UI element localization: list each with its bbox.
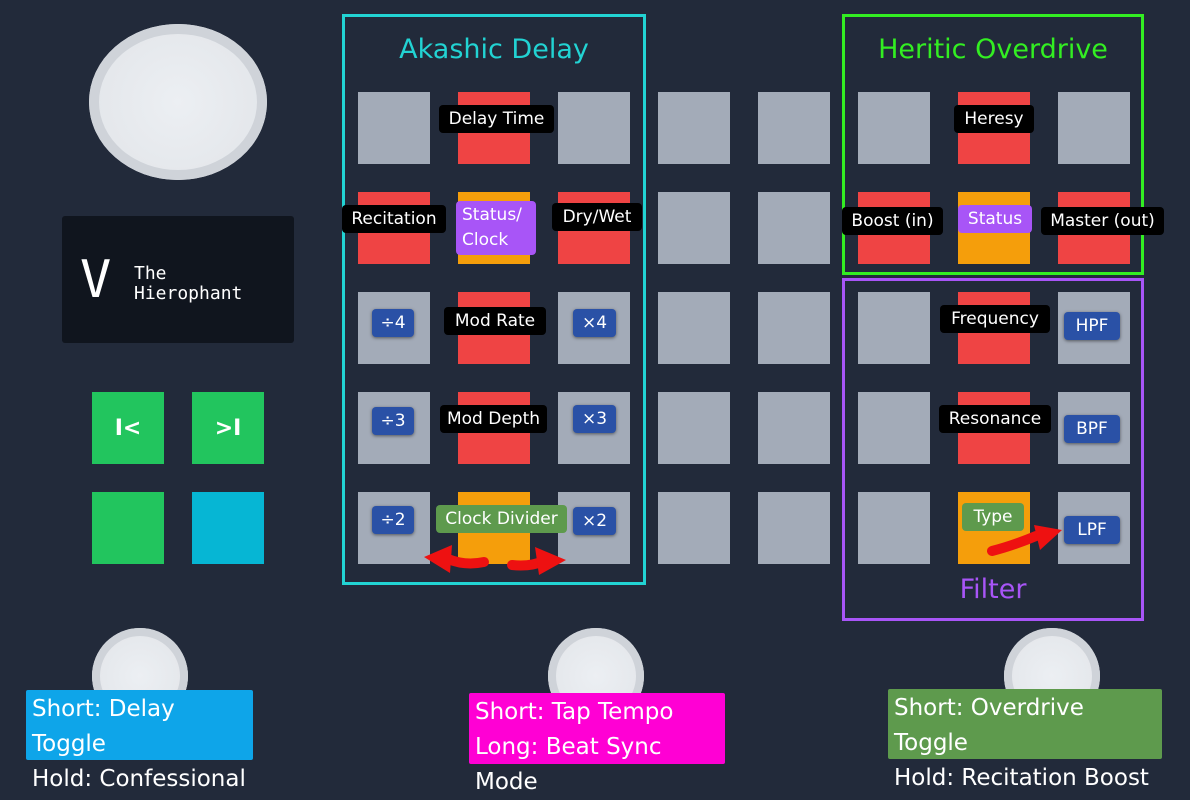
pad-r1-c8[interactable] [1058, 92, 1130, 164]
lpf-chip: LPF [1064, 516, 1120, 544]
delay-section-title: Akashic Delay [399, 34, 589, 65]
display-name-line2: Hierophant [134, 283, 243, 304]
pad-r2-c5[interactable] [758, 192, 830, 264]
hpf-chip: HPF [1064, 312, 1120, 340]
pad-r4-c5[interactable] [758, 392, 830, 464]
boost-in-label: Boost (in) [842, 207, 943, 235]
pad-r1-c1[interactable] [358, 92, 430, 164]
footswitch-center-line1: Short: Tap Tempo [475, 699, 674, 725]
resonance-label: Resonance [939, 405, 1051, 433]
pad-r1-c6[interactable] [858, 92, 930, 164]
pad-r3-c6[interactable] [858, 292, 930, 364]
pad-r4-c6[interactable] [858, 392, 930, 464]
mul2-chip: ×2 [573, 507, 616, 535]
display-name-line1: The [134, 263, 167, 284]
pad-r5-c5[interactable] [758, 492, 830, 564]
mod-depth-label: Mod Depth [440, 405, 547, 433]
pad-r4-c4[interactable] [658, 392, 730, 464]
pad-r3-c4[interactable] [658, 292, 730, 364]
delay-time-label: Delay Time [439, 105, 554, 133]
footswitch-left-line1: Short: Delay Toggle [32, 696, 175, 757]
prev-preset-button[interactable]: I< [92, 392, 164, 464]
recitation-label: Recitation [342, 205, 446, 233]
mod-rate-label: Mod Rate [444, 307, 546, 335]
overdrive-section-frame [842, 14, 1144, 275]
frequency-label: Frequency [940, 305, 1050, 333]
filter-section-title: Filter [959, 574, 1027, 605]
footswitch-left-line2: Hold: Confessional [32, 766, 246, 792]
master-out-label: Master (out) [1041, 207, 1164, 235]
overdrive-section-title: Heritic Overdrive [878, 34, 1108, 65]
pad-r1-c5[interactable] [758, 92, 830, 164]
status-clock-line2: Clock [462, 230, 509, 250]
device-display: V The Hierophant [62, 216, 294, 343]
status-clock-line1: Status/ [462, 205, 522, 225]
div4-chip: ÷4 [372, 309, 414, 337]
status-clock-label: Status/ Clock [456, 201, 536, 255]
footswitch-right-line1: Short: Overdrive Toggle [894, 695, 1084, 756]
type-label: Type [962, 503, 1024, 531]
mul4-chip: ×4 [573, 309, 616, 337]
div2-chip: ÷2 [372, 506, 414, 534]
footswitch-center-caption: Short: Tap Tempo Long: Beat Sync Mode [469, 693, 725, 795]
left-arrow-icon [424, 545, 489, 573]
pad-r2-c4[interactable] [658, 192, 730, 264]
pad-r5-c6[interactable] [858, 492, 930, 564]
div3-chip: ÷3 [372, 407, 414, 435]
display-letter: V [80, 250, 112, 310]
clock-divider-arrows [424, 545, 566, 575]
mul3-chip: ×3 [573, 405, 616, 433]
footswitch-center-line2: Long: Beat Sync Mode [475, 734, 662, 795]
footswitch-left-caption: Short: Delay Toggle Hold: Confessional [26, 690, 253, 792]
skip-forward-icon: >I [214, 415, 242, 441]
clock-divider-label: Clock Divider [436, 505, 567, 533]
delay-section-frame [342, 14, 646, 585]
footswitch-right-caption: Short: Overdrive Toggle Hold: Recitation… [888, 689, 1162, 791]
pad-r1-c3[interactable] [558, 92, 630, 164]
pad-r1-c4[interactable] [658, 92, 730, 164]
filter-section-frame [842, 278, 1144, 621]
right-arrow-icon [987, 525, 1062, 556]
main-knob[interactable] [89, 24, 267, 180]
filter-type-arrow [987, 525, 1062, 556]
pad-r3-c5[interactable] [758, 292, 830, 364]
footswitch-right-line2: Hold: Recitation Boost [894, 765, 1149, 791]
pad-r5-c4[interactable] [658, 492, 730, 564]
next-preset-button[interactable]: >I [192, 392, 264, 464]
bpf-chip: BPF [1064, 415, 1120, 443]
right-arrow-icon [507, 547, 566, 575]
dry-wet-label: Dry/Wet [552, 203, 642, 231]
skip-back-icon: I< [114, 415, 142, 441]
cyan-pad[interactable] [192, 492, 264, 564]
heresy-label: Heresy [954, 105, 1034, 133]
status-label: Status [958, 205, 1032, 233]
green-pad[interactable] [92, 492, 164, 564]
